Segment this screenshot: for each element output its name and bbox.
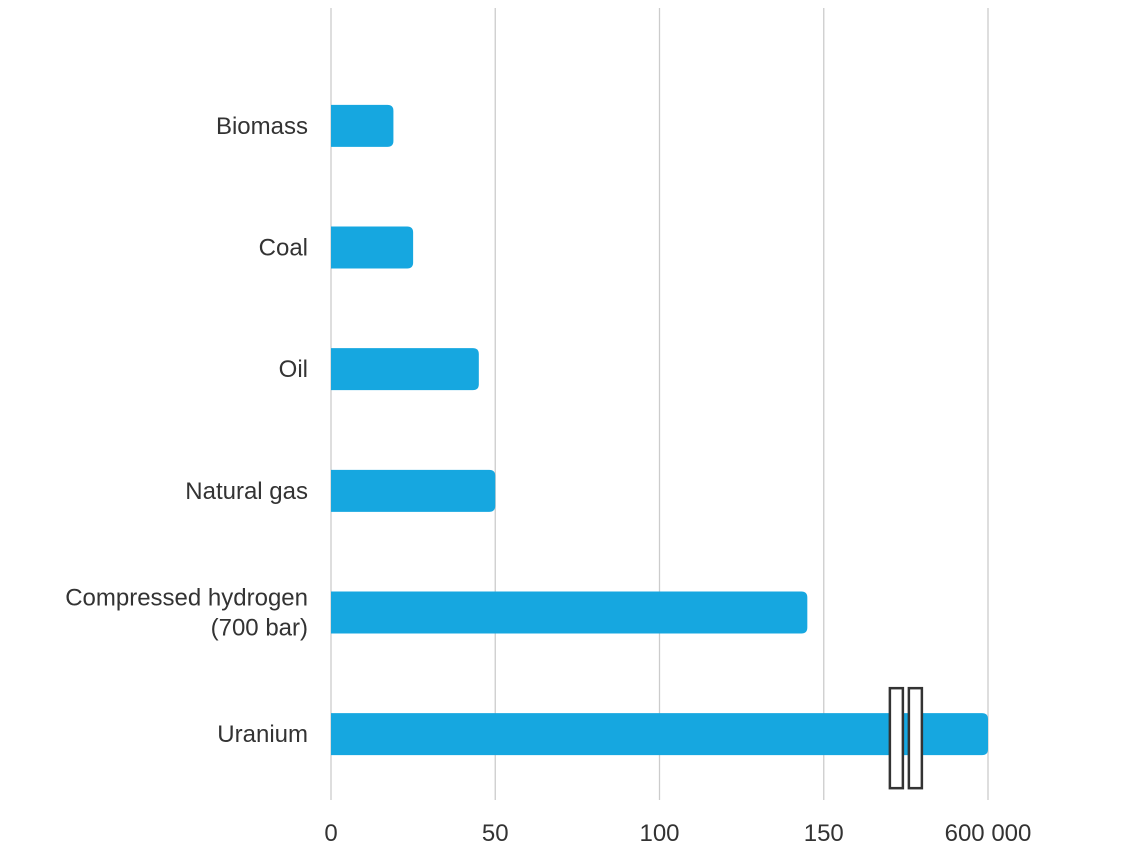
bar-natural-gas <box>331 469 496 512</box>
x-tick-label: 150 <box>804 820 844 846</box>
category-label: Biomass <box>216 113 308 140</box>
category-label: Oil <box>279 356 308 383</box>
bar-uranium <box>331 713 988 756</box>
bar-compressed-hydrogen-700-bar <box>331 591 808 634</box>
category-labels: Biomass Coal Oil Natural gas Compressed hydr… <box>65 113 308 748</box>
x-axis-tick-labels: 0 50 100 150 600 000 <box>324 820 1031 846</box>
x-tick-label: 50 <box>482 820 509 846</box>
category-label: Coal <box>259 235 308 262</box>
category-label: Uranium <box>217 721 308 748</box>
gridlines <box>330 8 989 800</box>
axis-break-right <box>907 686 924 790</box>
axis-break-left <box>888 686 905 790</box>
bar-coal <box>331 226 414 269</box>
x-tick-label: 100 <box>639 820 679 846</box>
category-label: Natural gas <box>185 478 308 505</box>
bars <box>331 104 988 756</box>
bar-biomass <box>331 104 394 147</box>
bar-oil <box>331 348 479 391</box>
axis-break-marker <box>888 686 924 790</box>
x-tick-label: 600 000 <box>945 820 1032 846</box>
category-label: Compressed hydrogen (700 bar) <box>65 585 308 642</box>
x-tick-label: 0 <box>324 820 337 846</box>
